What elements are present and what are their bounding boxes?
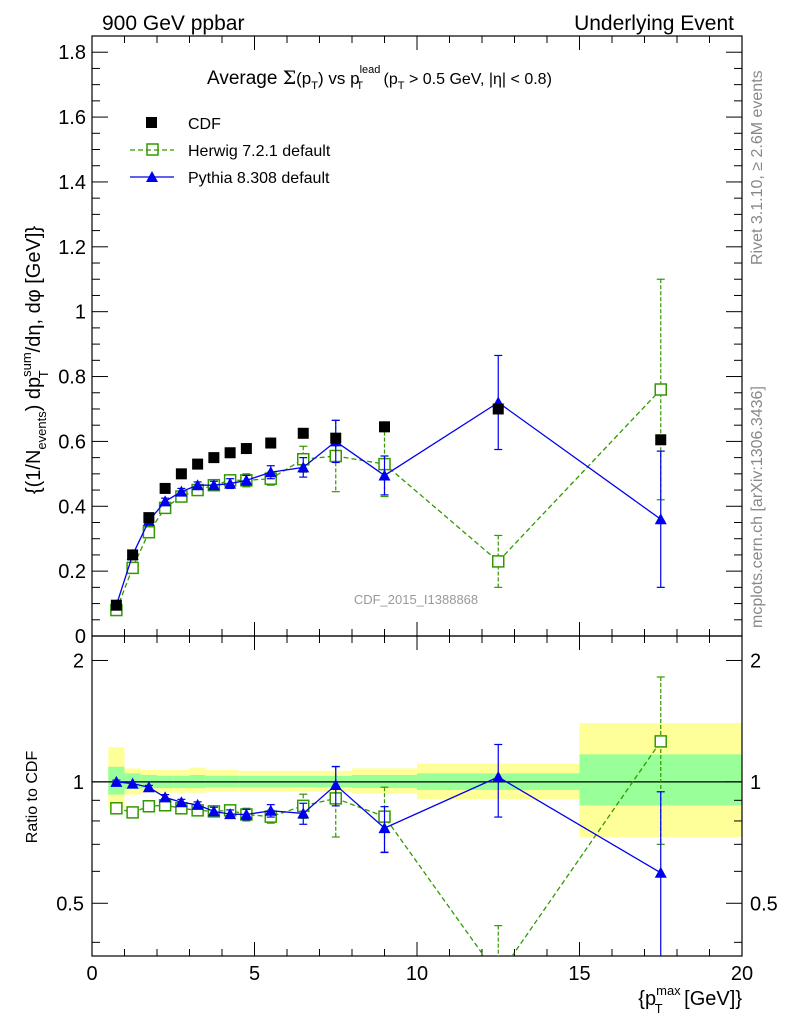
ratio-pythia-point — [207, 805, 220, 817]
header-right: Underlying Event — [574, 12, 734, 35]
ratio-y-axis-label: Ratio to CDF — [24, 751, 41, 844]
ylabel-part-2: ) dp — [23, 377, 45, 411]
main-cdf-point — [379, 421, 390, 433]
main-herwig-point — [126, 561, 139, 575]
ylabel-sub-events: events — [34, 411, 49, 450]
ratio-pythia-point — [264, 804, 277, 816]
main-y-tick-label: 1.4 — [58, 172, 86, 194]
analysis-watermark: CDF_2015_I1388868 — [354, 592, 478, 607]
main-cdf-point — [159, 482, 171, 494]
main-cdf-point — [492, 403, 504, 415]
main-cdf-point — [224, 447, 236, 459]
ratio-pythia-point — [378, 822, 391, 834]
main-cdf-point — [240, 443, 252, 455]
ratio-y-tick-label-right: 1 — [750, 772, 761, 794]
header-left: 900 GeV ppbar — [102, 12, 244, 35]
x-tick-label: 15 — [568, 963, 590, 985]
x-tick-label: 10 — [406, 963, 428, 985]
main-y-tick-label: 0.2 — [58, 561, 86, 583]
ratio-y-tick-label: 1 — [73, 772, 84, 794]
legend-label-pythia: Pythia 8.308 default — [188, 170, 330, 187]
main-y-tick-label: 1.2 — [58, 237, 86, 259]
main-y-tick-label: 1.8 — [58, 42, 86, 64]
ratio-pythia-group — [110, 743, 667, 956]
main-herwig-point — [654, 383, 667, 396]
ratio-pythia-point — [126, 777, 139, 789]
ratio-pythia-point — [329, 779, 342, 791]
legend-label-cdf: CDF — [188, 116, 221, 133]
main-y-tick-label: 0.4 — [58, 496, 86, 518]
ratio-pythia-point — [492, 771, 505, 783]
ylabel-sup-sum: sum — [19, 352, 34, 377]
main-y-tick-label: 0.8 — [58, 367, 86, 389]
ratio-herwig-point — [493, 971, 504, 982]
main-cdf-point — [127, 549, 139, 561]
main-pythia-point — [191, 479, 204, 491]
main-pythia-point — [175, 485, 188, 497]
main-pythia-point — [378, 469, 391, 481]
ratio-y-tick-label-right: 2 — [750, 650, 761, 672]
rivet-version-text: Rivet 3.1.10, ≥ 2.6M events — [749, 70, 766, 265]
ratio-pythia-point — [297, 807, 310, 819]
x-tick-label: 0 — [86, 963, 97, 985]
main-pythia-point — [297, 461, 310, 473]
ratio-pythia-point — [142, 781, 155, 793]
main-pythia-point — [654, 513, 667, 525]
ratio-herwig-point — [654, 735, 667, 748]
main-pythia-point — [224, 477, 237, 489]
legend-marker-pythia — [146, 171, 158, 182]
main-y-tick-label: 1 — [75, 302, 86, 324]
legend-marker-herwig — [146, 143, 159, 156]
ratio-pythia-point — [240, 808, 253, 820]
ylabel-part-3: /dη, dφ [GeV]} — [23, 226, 45, 353]
ratio-bands — [92, 722, 742, 837]
main-herwig-point — [492, 555, 505, 568]
ratio-y-tick-label-right: 0.5 — [750, 893, 778, 915]
main-cdf-point — [655, 434, 667, 446]
x-axis-label: {pmax T [GeV]} — [638, 983, 742, 1016]
main-y-tick-label: 0 — [75, 626, 86, 648]
ratio-pythia-point — [159, 791, 172, 803]
main-y-tick-label: 1.6 — [58, 107, 86, 129]
main-pythia-point — [240, 474, 253, 486]
main-pythia-point — [264, 466, 277, 478]
ratio-y-tick-label: 2 — [73, 650, 84, 672]
main-cdf-point — [330, 432, 342, 444]
main-cdf-point — [208, 452, 220, 464]
main-title: Average Σ(pT) vs plead T (pT > 0.5 GeV, |… — [207, 64, 552, 92]
ratio-pythia-point — [110, 775, 123, 787]
legend-marker-cdf — [146, 117, 157, 128]
main-cdf-point — [297, 427, 309, 439]
ratio-pythia-point — [175, 796, 188, 808]
main-cdf-point — [192, 458, 204, 470]
main-pythia-line — [115, 401, 662, 606]
ylabel-sub-t: T — [36, 370, 51, 378]
main-cdf-point — [265, 437, 277, 449]
ratio-herwig-point — [142, 800, 156, 813]
ratio-pythia-point — [224, 808, 237, 820]
main-cdf-point — [143, 512, 155, 524]
main-pythia-group — [110, 354, 667, 611]
ratio-pythia-point — [191, 798, 204, 810]
ratio-herwig-point — [126, 806, 139, 819]
main-y-axis-label: {(1/Nevents) dpsum T/dη, dφ [GeV]} — [19, 226, 51, 494]
ylabel-part-1: {(1/N — [23, 450, 45, 494]
main-pythia-point — [207, 479, 220, 491]
x-tick-label: 20 — [731, 963, 753, 985]
main-cdf-point — [175, 468, 187, 480]
legend-label-herwig: Herwig 7.2.1 default — [188, 143, 331, 160]
main-herwig-group — [110, 278, 667, 617]
main-cdf-group — [110, 403, 667, 611]
main-pythia-point — [159, 495, 172, 507]
main-y-tick-label: 0.6 — [58, 431, 86, 453]
mcplots-reference-text: mcplots.cern.ch [arXiv:1306.3436] — [749, 386, 766, 628]
legend: CDF Herwig 7.2.1 default Pythia 8.308 de… — [130, 116, 331, 187]
ratio-pythia-point — [654, 866, 667, 878]
main-cdf-point — [110, 599, 122, 611]
ratio-y-tick-label: 0.5 — [56, 893, 84, 915]
ratio-herwig-point — [110, 802, 123, 815]
x-tick-label: 5 — [249, 963, 260, 985]
